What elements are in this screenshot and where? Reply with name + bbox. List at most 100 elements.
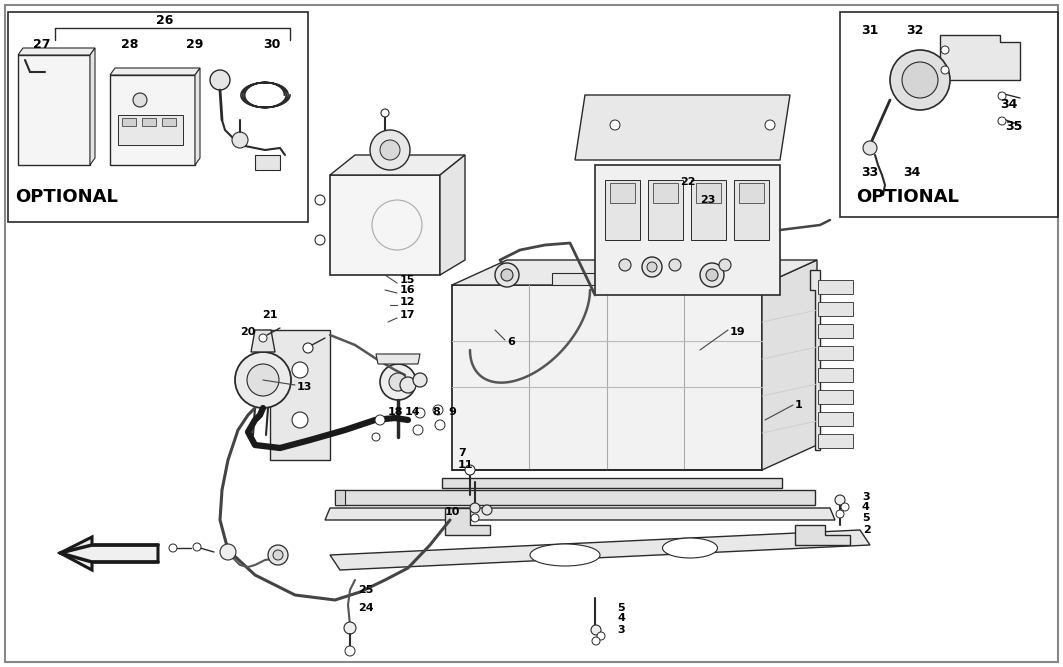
Text: 11: 11 [458, 460, 473, 470]
Circle shape [370, 130, 410, 170]
Polygon shape [452, 260, 817, 285]
Text: 34: 34 [1000, 99, 1017, 111]
Text: 24: 24 [358, 603, 373, 613]
Text: 25: 25 [358, 585, 373, 595]
Text: 22: 22 [680, 177, 695, 187]
Circle shape [495, 263, 519, 287]
Polygon shape [195, 68, 200, 165]
Circle shape [465, 465, 475, 475]
Circle shape [268, 545, 288, 565]
Circle shape [133, 93, 147, 107]
Text: 19: 19 [730, 327, 745, 337]
Polygon shape [251, 330, 275, 352]
Circle shape [597, 632, 605, 640]
Circle shape [379, 140, 400, 160]
Circle shape [345, 646, 355, 656]
Circle shape [471, 514, 479, 522]
Bar [142, 118, 156, 126]
Circle shape [169, 544, 178, 552]
Bar [605, 180, 640, 240]
Circle shape [719, 259, 731, 271]
Bar [118, 115, 183, 145]
Circle shape [292, 412, 308, 428]
Polygon shape [330, 530, 870, 570]
Text: 13: 13 [297, 382, 313, 392]
Bar [819, 324, 853, 338]
Text: 1: 1 [795, 400, 803, 410]
Bar [9, 12, 308, 222]
Text: 33: 33 [861, 165, 879, 179]
Circle shape [344, 622, 356, 634]
Text: 2: 2 [863, 525, 871, 535]
Circle shape [259, 334, 267, 342]
Polygon shape [440, 155, 465, 275]
Polygon shape [795, 525, 850, 545]
Polygon shape [109, 68, 200, 75]
Polygon shape [595, 165, 780, 295]
Text: 15: 15 [400, 275, 416, 285]
Circle shape [220, 544, 236, 560]
Circle shape [836, 510, 844, 518]
Text: 9: 9 [448, 407, 456, 417]
Circle shape [619, 259, 631, 271]
Circle shape [193, 543, 201, 551]
Text: 26: 26 [156, 13, 173, 27]
Polygon shape [452, 285, 762, 470]
Polygon shape [330, 175, 440, 275]
Text: 21: 21 [261, 310, 277, 320]
Text: 30: 30 [264, 39, 281, 51]
Circle shape [941, 46, 949, 54]
Polygon shape [255, 155, 280, 170]
Text: 28: 28 [121, 39, 138, 51]
Text: 3: 3 [617, 625, 625, 635]
Circle shape [902, 62, 938, 98]
Polygon shape [762, 260, 817, 470]
Bar [691, 180, 726, 240]
Text: 5: 5 [862, 513, 870, 523]
Polygon shape [18, 55, 90, 165]
Polygon shape [335, 490, 815, 505]
Circle shape [701, 263, 724, 287]
Bar [648, 180, 684, 240]
Text: 27: 27 [33, 39, 51, 51]
Text: 8: 8 [432, 407, 440, 417]
Polygon shape [442, 478, 782, 488]
Circle shape [247, 364, 279, 396]
Text: 32: 32 [907, 23, 924, 37]
Bar [819, 412, 853, 426]
Circle shape [433, 405, 443, 415]
Circle shape [669, 259, 681, 271]
Text: 12: 12 [400, 297, 416, 307]
Polygon shape [60, 537, 158, 570]
Circle shape [273, 550, 283, 560]
Text: 7: 7 [458, 448, 466, 458]
Circle shape [414, 373, 427, 387]
Polygon shape [325, 508, 836, 520]
Polygon shape [330, 155, 465, 175]
Bar [840, 12, 1058, 217]
Polygon shape [810, 270, 820, 450]
Polygon shape [90, 48, 95, 165]
Circle shape [941, 66, 949, 74]
Circle shape [706, 269, 718, 281]
Circle shape [998, 92, 1006, 100]
Circle shape [235, 352, 291, 408]
Bar [552, 273, 662, 285]
Polygon shape [376, 354, 420, 364]
Circle shape [841, 503, 849, 511]
Text: 18: 18 [388, 407, 404, 417]
Bar [162, 118, 176, 126]
Text: 6: 6 [507, 337, 514, 347]
Bar [819, 434, 853, 448]
Circle shape [836, 495, 845, 505]
Circle shape [389, 373, 407, 391]
Circle shape [890, 50, 950, 110]
Polygon shape [18, 48, 95, 55]
Text: 3: 3 [862, 492, 870, 502]
Circle shape [315, 195, 325, 205]
Circle shape [414, 425, 423, 435]
Circle shape [379, 364, 416, 400]
Circle shape [315, 235, 325, 245]
Text: 23: 23 [701, 195, 715, 205]
Circle shape [210, 70, 230, 90]
